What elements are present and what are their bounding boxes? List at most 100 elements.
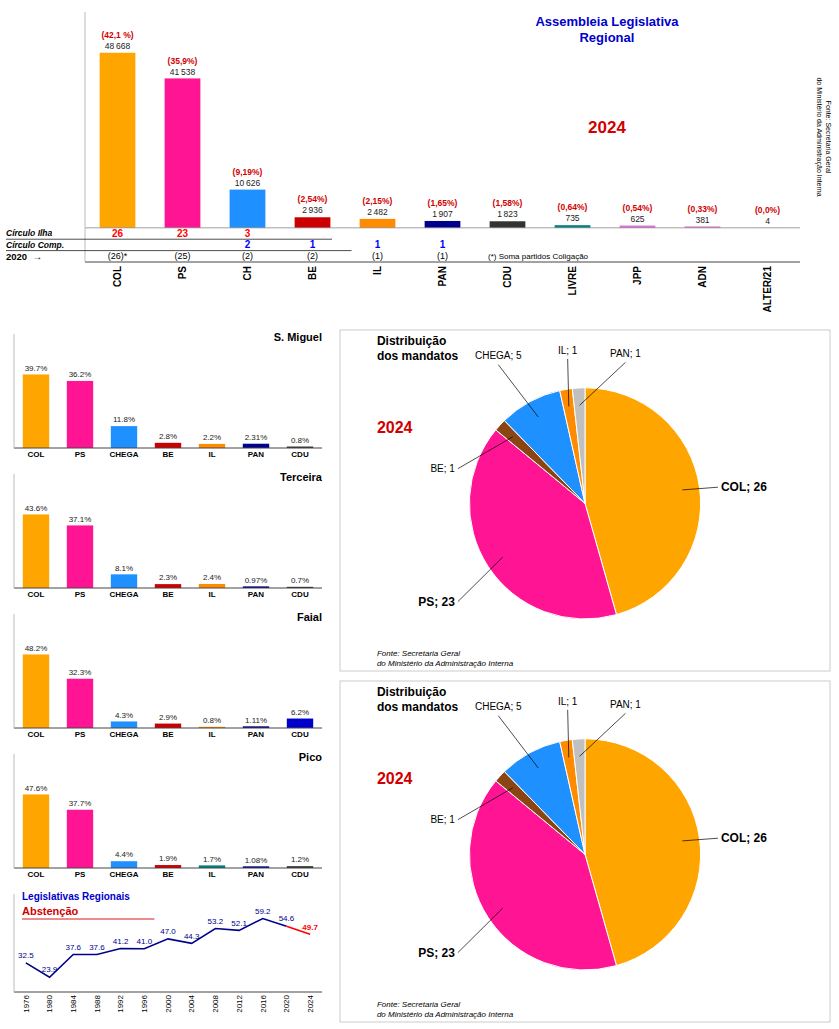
data-label: IL; 1 xyxy=(558,345,578,356)
source-note-line: do Ministério da Administração Interna xyxy=(815,77,823,196)
subtitle: 2024 xyxy=(377,419,413,436)
data-label: 2.3% xyxy=(159,573,177,582)
source-note-line: Fonte: Secretaria Geral xyxy=(377,1000,460,1009)
figure: COLPSCHBEILPANCDULIVREJPPADNALTER/2148 6… xyxy=(0,0,839,1029)
table-cell: 1 xyxy=(440,239,446,250)
pct-label: (42,1 %) xyxy=(101,30,133,40)
x-tick-label: PS xyxy=(75,590,86,599)
data-label: 735 xyxy=(565,213,579,223)
data-label: 36.2% xyxy=(69,370,92,379)
pct-label: (2,15%) xyxy=(363,196,393,206)
title: Assembleia LegislativaRegional xyxy=(535,14,679,45)
table-cell: 1 xyxy=(310,239,316,250)
x-tick-label: COL xyxy=(28,870,45,879)
data-label: 48.2% xyxy=(25,644,48,653)
x-tick-label: IL xyxy=(208,870,215,879)
chart-4: COLPSCHEGABEILPANCDU47.6%37.7%4.4%1.9%1.… xyxy=(14,751,322,880)
source-note: Fonte: Secretaria Geraldo Ministério da … xyxy=(377,649,514,668)
bar xyxy=(67,810,93,868)
y-axis xyxy=(14,614,15,728)
x-tick-label: PAN xyxy=(248,870,265,879)
data-label: 1.11% xyxy=(245,716,267,725)
table-cell: (2) xyxy=(307,251,318,261)
x-tick-label: 1984 xyxy=(69,994,78,1012)
data-label: 1.9% xyxy=(159,854,177,863)
x-tick-label: PAN xyxy=(437,266,448,286)
bar xyxy=(111,426,137,448)
x-tick-label: 1992 xyxy=(116,994,125,1012)
bar xyxy=(23,514,49,588)
data-label: 1 823 xyxy=(497,209,518,219)
table-cell: (25) xyxy=(174,251,190,261)
data-label: 4.3% xyxy=(115,711,133,720)
data-label: 39.7% xyxy=(25,364,48,373)
data-label: IL; 1 xyxy=(558,696,578,707)
x-tick-label: IL xyxy=(208,590,215,599)
leader-line xyxy=(568,710,569,758)
table-cell: (26)* xyxy=(108,251,128,261)
x-tick-label: 2004 xyxy=(187,994,196,1012)
table-note: (*) Soma partidos Coligação xyxy=(488,252,589,261)
data-label: 1.08% xyxy=(245,856,268,865)
leader-line xyxy=(568,359,569,407)
x-tick-label: 2024 xyxy=(306,994,315,1012)
leader-line xyxy=(580,362,626,405)
data-label: 0.7% xyxy=(291,576,309,585)
data-label: 23.9 xyxy=(42,965,58,974)
source-note-line: do Ministério da Administração Interna xyxy=(377,659,514,668)
x-tick-label: CHEGA xyxy=(110,590,139,599)
data-label: 625 xyxy=(630,214,644,224)
data-label: 2 482 xyxy=(367,207,388,217)
pct-label: (0,54%) xyxy=(623,203,653,213)
source-note-line: Fonte: Secretaria Geral xyxy=(377,649,460,658)
x-axis xyxy=(14,448,322,449)
x-tick-label: CDU xyxy=(291,450,309,459)
bar xyxy=(199,444,225,448)
row-symbol: → xyxy=(32,251,42,262)
bar xyxy=(23,794,49,868)
data-label: 32.3% xyxy=(69,668,92,677)
x-tick-label: 1988 xyxy=(93,994,102,1012)
row-label: Círculo Comp. xyxy=(6,240,64,250)
x-axis xyxy=(14,588,322,589)
data-label: 37.1% xyxy=(69,515,92,524)
data-label: CHEGA; 5 xyxy=(475,701,522,712)
leader-line xyxy=(682,487,718,490)
data-label: 381 xyxy=(695,215,709,225)
x-tick-label: BE xyxy=(162,450,174,459)
leader-line xyxy=(458,788,513,820)
data-label: PAN; 1 xyxy=(610,348,641,359)
x-tick-label: 1996 xyxy=(140,994,149,1012)
x-tick-label: PS xyxy=(75,450,86,459)
bars xyxy=(23,794,313,868)
slices xyxy=(469,388,700,619)
data-label: 59.2 xyxy=(255,907,271,916)
x-tick-label: COL xyxy=(28,450,45,459)
source-note-line: do Ministério da Administração Interna xyxy=(377,1010,514,1019)
data-label: 37.6 xyxy=(65,943,81,952)
bar xyxy=(360,219,396,228)
data-label: 10 626 xyxy=(235,178,261,188)
bars xyxy=(23,514,313,588)
page: {"chart_data": [ {"type": "bar", "title"… xyxy=(0,0,839,1029)
row-label: Círculo Ilha xyxy=(6,228,53,238)
bar xyxy=(243,444,269,448)
pct-label: (0,33%) xyxy=(688,204,718,214)
table-cell: 23 xyxy=(177,228,189,239)
title-line: dos mandatos xyxy=(377,349,459,363)
slice xyxy=(572,388,585,504)
x-tick-label: PAN xyxy=(248,590,265,599)
x-tick-label: IL xyxy=(208,730,215,739)
x-axis xyxy=(85,262,800,263)
data-label: BE; 1 xyxy=(430,463,455,474)
x-tick-label: BE xyxy=(162,590,174,599)
data-label: 52.1 xyxy=(231,919,247,928)
bar xyxy=(67,381,93,448)
data-label: 43.6% xyxy=(25,504,48,513)
data-label: 32.5 xyxy=(18,951,34,960)
source-note: Fonte: Secretaria Geraldo Ministério da … xyxy=(815,77,831,196)
bar xyxy=(490,221,526,228)
pct-label: (1,65%) xyxy=(428,198,458,208)
data-label: 44.3 xyxy=(184,932,200,941)
slice xyxy=(560,739,585,854)
